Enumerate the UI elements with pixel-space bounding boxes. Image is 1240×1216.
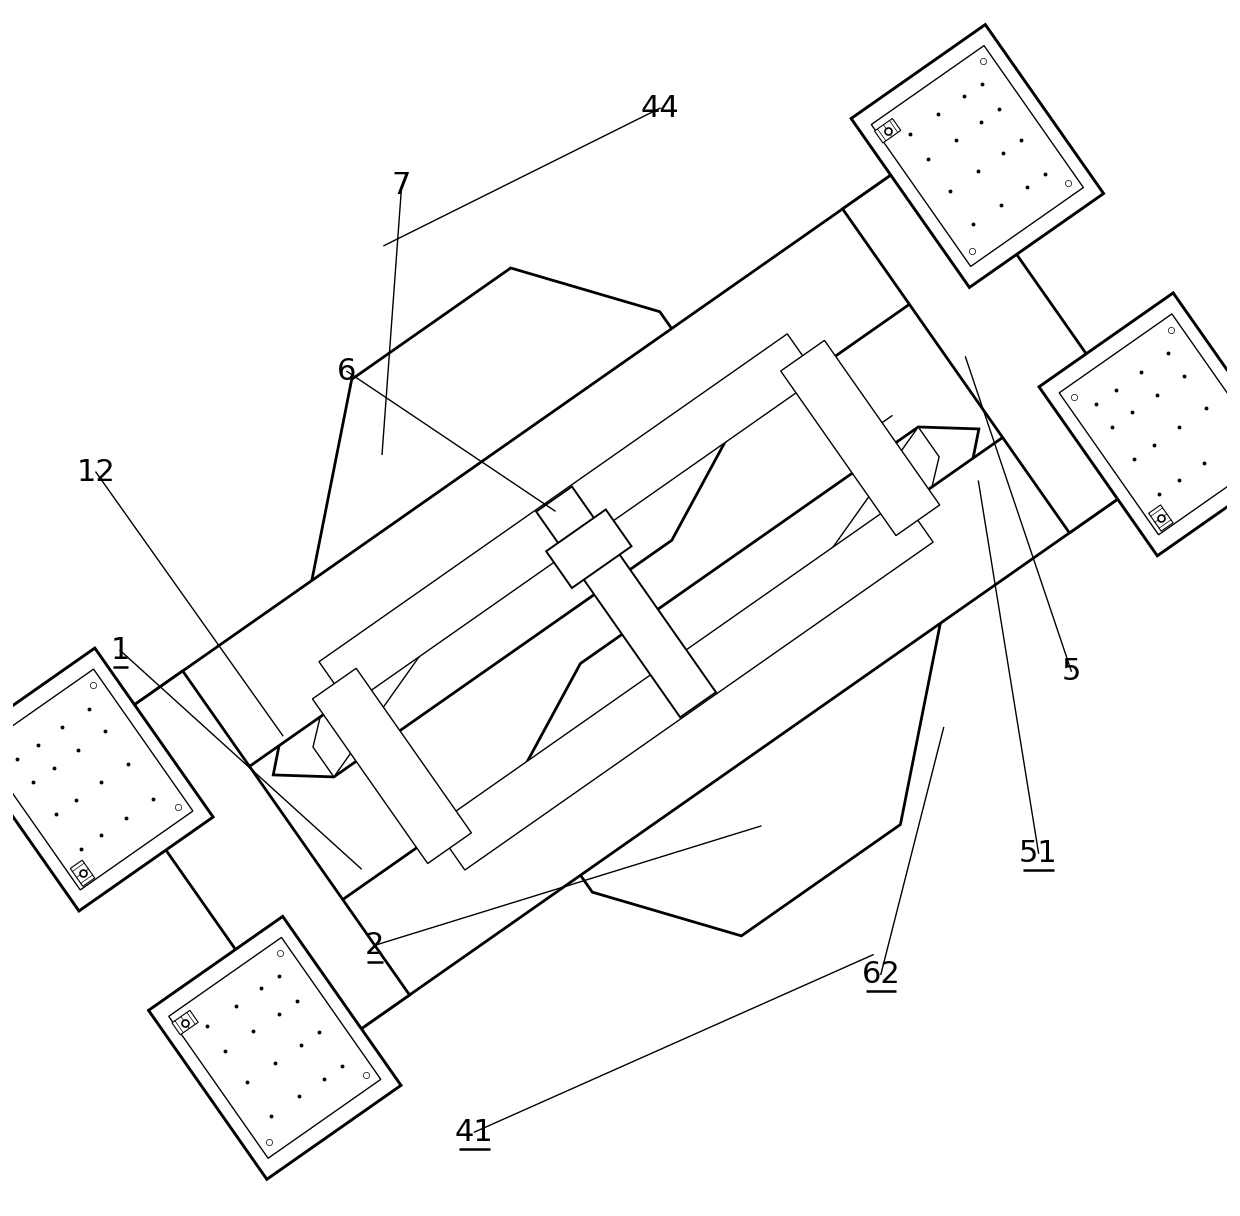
Polygon shape [312, 669, 471, 863]
Text: 41: 41 [455, 1118, 494, 1147]
Polygon shape [149, 917, 401, 1180]
Polygon shape [319, 334, 818, 705]
Polygon shape [536, 486, 715, 717]
Text: 44: 44 [641, 94, 680, 123]
Text: 7: 7 [392, 171, 412, 201]
Polygon shape [813, 427, 939, 634]
Text: 12: 12 [77, 457, 115, 486]
Polygon shape [295, 404, 1117, 1029]
Polygon shape [87, 671, 409, 1062]
Polygon shape [0, 648, 213, 911]
Text: 6: 6 [337, 358, 357, 385]
Polygon shape [71, 860, 94, 886]
Polygon shape [546, 510, 631, 589]
Text: 5: 5 [1061, 657, 1081, 686]
Polygon shape [843, 142, 1164, 533]
Polygon shape [516, 427, 978, 936]
Text: 62: 62 [862, 959, 900, 989]
Polygon shape [273, 268, 737, 777]
Polygon shape [434, 499, 934, 869]
Text: 2: 2 [366, 930, 384, 959]
Polygon shape [135, 175, 957, 800]
Polygon shape [781, 340, 940, 535]
Polygon shape [851, 24, 1104, 287]
Text: 1: 1 [110, 636, 130, 665]
Polygon shape [1039, 293, 1240, 556]
Polygon shape [1148, 505, 1173, 531]
Text: 51: 51 [1019, 839, 1058, 867]
Polygon shape [312, 570, 438, 777]
Polygon shape [874, 118, 900, 143]
Polygon shape [172, 1010, 198, 1035]
